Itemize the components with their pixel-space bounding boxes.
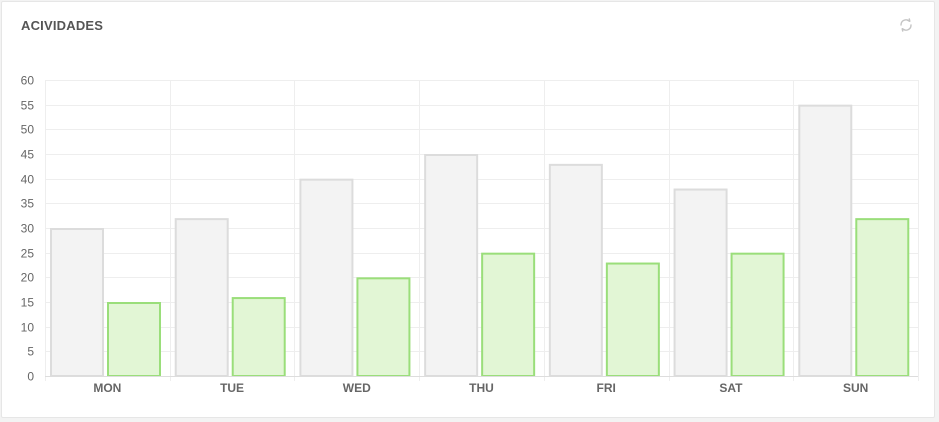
series-1-bar bbox=[174, 218, 229, 377]
y-tick-label: 0 bbox=[27, 370, 34, 384]
series-1-bar bbox=[424, 154, 479, 377]
x-tick-label: SUN bbox=[843, 381, 868, 395]
y-tick-label: 25 bbox=[21, 247, 35, 261]
series-1-bar bbox=[673, 188, 728, 377]
y-tick-label: 10 bbox=[21, 321, 35, 335]
y-tick-label: 60 bbox=[21, 74, 35, 88]
series-2-bar bbox=[605, 262, 660, 377]
x-tick-label: THU bbox=[469, 381, 494, 395]
x-tick-label: FRI bbox=[597, 381, 616, 395]
series-1-bar bbox=[798, 104, 853, 378]
x-tick-label: TUE bbox=[220, 381, 244, 395]
series-2-bar bbox=[356, 277, 411, 378]
series-1-bar bbox=[299, 178, 354, 377]
series-2-bar bbox=[231, 297, 286, 378]
x-tick-label: WED bbox=[343, 381, 371, 395]
y-tick-label: 35 bbox=[21, 197, 35, 211]
y-tick-label: 30 bbox=[21, 222, 35, 236]
refresh-icon[interactable] bbox=[898, 17, 914, 33]
series-2-bar bbox=[730, 252, 785, 378]
y-tick-label: 40 bbox=[21, 173, 35, 187]
series-1-bar bbox=[548, 163, 603, 377]
x-tick-label: SAT bbox=[719, 381, 743, 395]
series-1-bar bbox=[50, 228, 104, 377]
panel-title: ACIVIDADES bbox=[21, 18, 104, 33]
y-tick-label: 5 bbox=[27, 345, 34, 359]
series-2-bar bbox=[107, 302, 161, 377]
series-2-bar bbox=[855, 218, 910, 377]
y-tick-label: 50 bbox=[21, 123, 35, 137]
series-2-bar bbox=[481, 252, 536, 378]
y-tick-label: 55 bbox=[21, 99, 35, 113]
y-tick-label: 15 bbox=[21, 296, 35, 310]
y-tick-label: 45 bbox=[21, 148, 35, 162]
x-tick-label: MON bbox=[93, 381, 121, 395]
y-tick-label: 20 bbox=[21, 271, 35, 285]
